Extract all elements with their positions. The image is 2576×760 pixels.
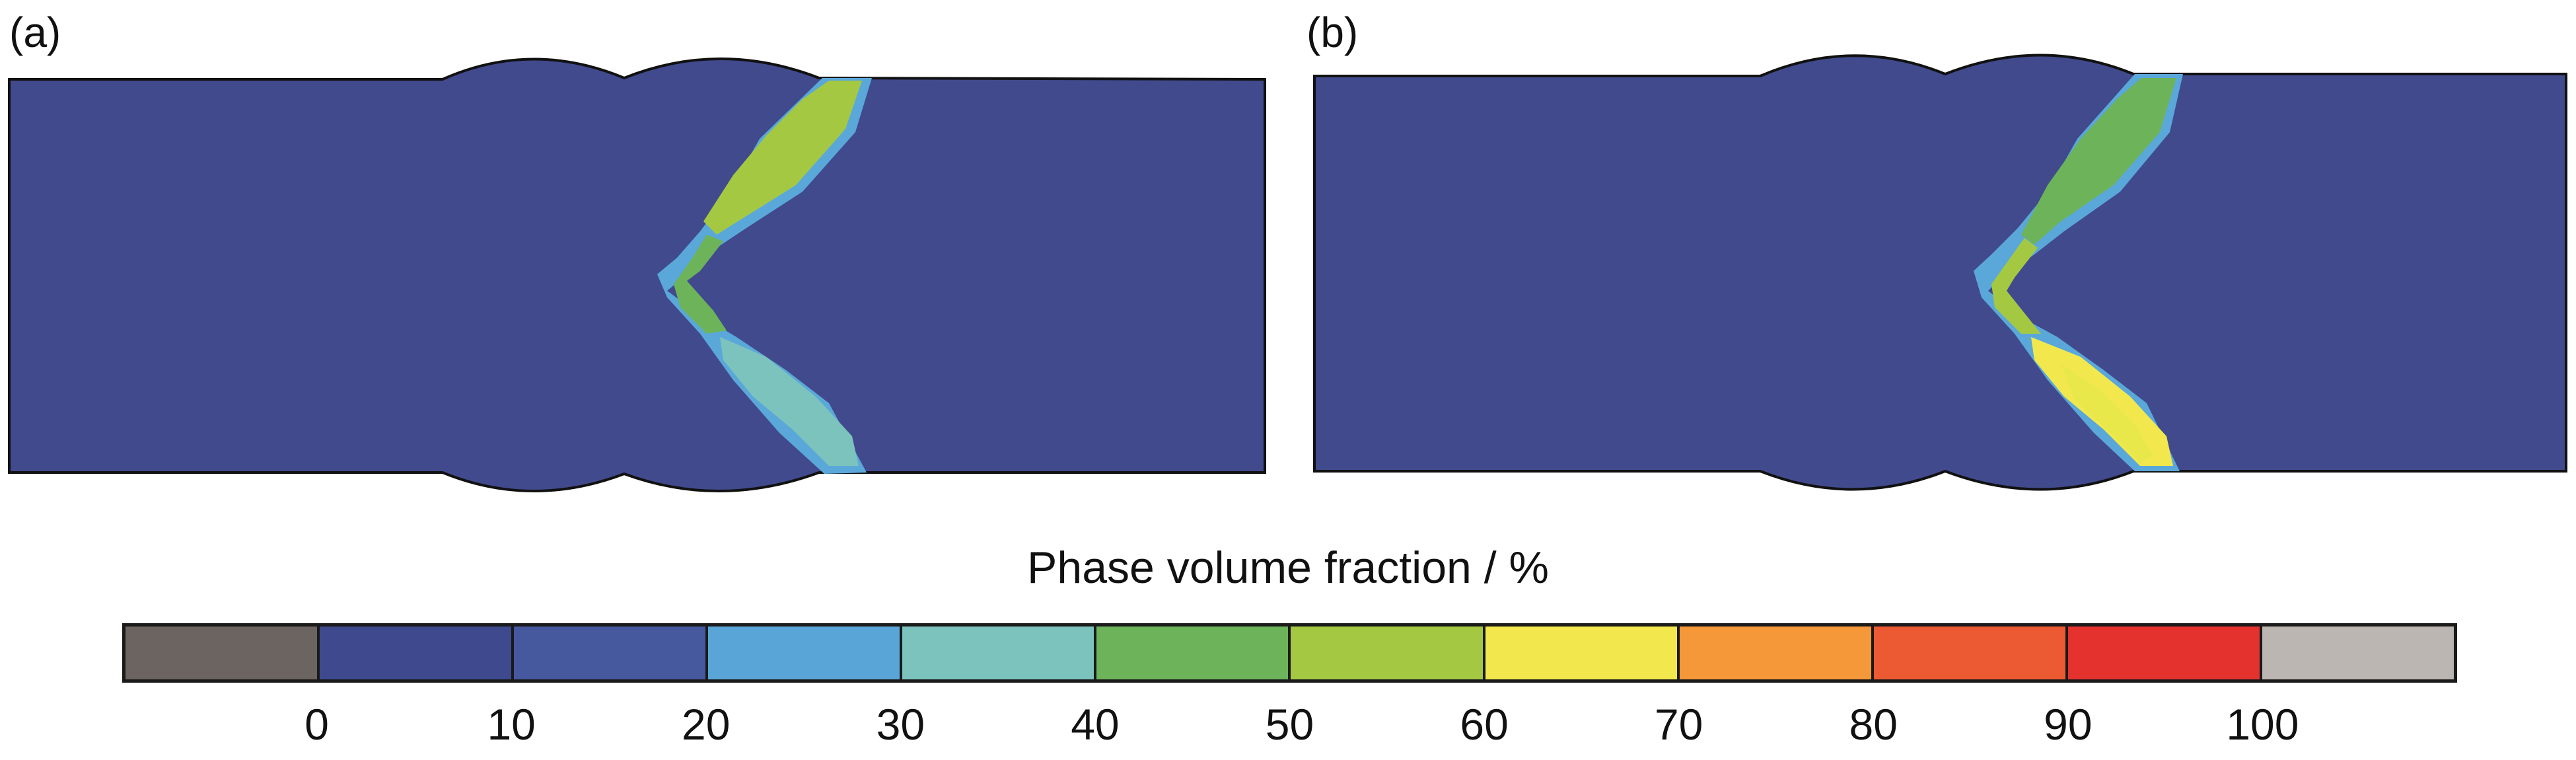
legend-swatch (1096, 627, 1291, 679)
panel-b-center-zone (1991, 238, 2041, 334)
legend-swatch (2262, 627, 2454, 679)
panel-b-base-plate (1313, 54, 2567, 491)
legend-tick-label: 60 (1460, 700, 1509, 749)
legend-tick-label: 0 (304, 700, 329, 749)
panel-a-center-zone (674, 235, 727, 334)
legend-swatch (125, 627, 320, 679)
legend-swatch (1679, 627, 1874, 679)
legend-tick-label: 10 (487, 700, 536, 749)
panel-b-weld-section (1313, 54, 2567, 491)
panel-a-label: (a) (9, 9, 61, 56)
panel-a-weld-section (8, 57, 1266, 492)
legend-tick-label: 30 (876, 700, 925, 749)
panel-a-lower-zone (720, 337, 859, 466)
legend-swatch (514, 627, 709, 679)
legend-swatch (708, 627, 903, 679)
legend-swatch (1485, 627, 1680, 679)
legend-swatch (902, 627, 1097, 679)
legend-swatch (2067, 627, 2262, 679)
panel-b-label: (b) (1306, 9, 1359, 56)
legend-tick-label: 100 (2226, 700, 2299, 749)
panel-b-lower-inner-zone (2061, 363, 2153, 463)
legend-tick-label: 80 (1849, 700, 1898, 749)
legend-tick-label: 70 (1654, 700, 1703, 749)
legend-swatch (320, 627, 515, 679)
panel-a-base-plate (8, 57, 1266, 492)
legend-tick-label: 20 (682, 700, 731, 749)
panel-b-transformed-zone-halo (1974, 74, 2183, 471)
legend-swatch (1291, 627, 1485, 679)
panel-b-upper-zone (2021, 78, 2176, 245)
legend-tick-label: 50 (1265, 700, 1314, 749)
legend-tick-label: 90 (2044, 700, 2093, 749)
color-scale-bar (122, 623, 2457, 683)
legend-title: Phase volume fraction / % (1027, 543, 1549, 593)
legend-tick-label: 40 (1071, 700, 1120, 749)
panel-a-upper-zone (703, 81, 862, 235)
legend-swatch (1873, 627, 2068, 679)
